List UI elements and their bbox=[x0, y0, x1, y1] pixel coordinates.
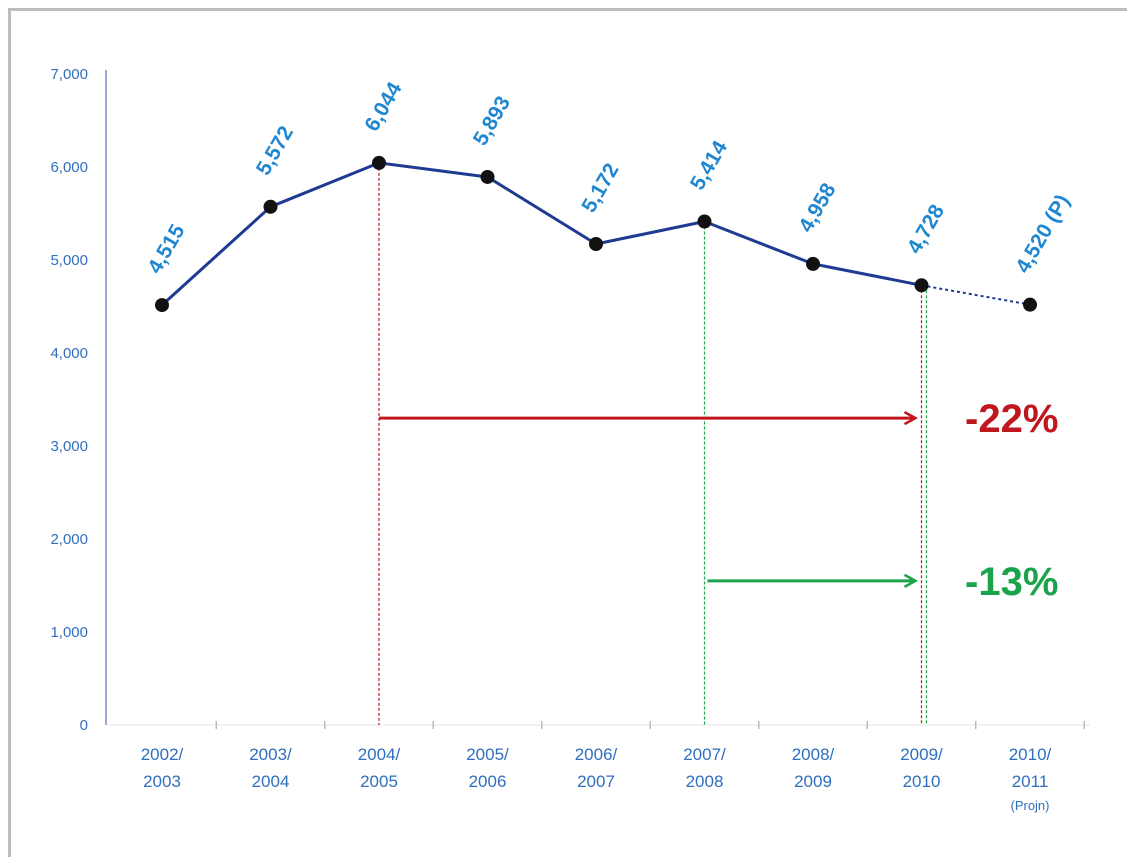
data-label: 4,958 bbox=[794, 179, 840, 236]
axes: 0 1,000 2,000 3,000 4,000 5,000 6,000 7,000 2002… bbox=[50, 66, 1090, 813]
y-tick-label: 3,000 bbox=[50, 438, 88, 455]
x-tick-label: 2007 bbox=[577, 772, 615, 791]
x-tick-label: 2004/ bbox=[358, 745, 401, 764]
data-point bbox=[372, 155, 386, 170]
data-point bbox=[697, 214, 712, 229]
x-tick-label: 2010 bbox=[903, 772, 941, 791]
data-label: 5,572 bbox=[252, 122, 298, 179]
y-tick-label: 1,000 bbox=[50, 624, 88, 641]
x-tick-label: 2002/ bbox=[141, 745, 184, 764]
series-line-projected bbox=[921, 284, 1031, 306]
data-label: 5,414 bbox=[686, 137, 732, 194]
x-tick-label: 2008 bbox=[686, 772, 724, 791]
data-labels: 4,515 5,572 6,044 5,893 5,172 5,414 4,958 4,728… bbox=[143, 78, 1074, 277]
data-point bbox=[589, 237, 603, 252]
chart-frame bbox=[8, 8, 1127, 857]
data-label: 4,520 (P) bbox=[1011, 191, 1074, 277]
data-point bbox=[480, 169, 495, 184]
data-label: 5,893 bbox=[469, 92, 515, 149]
x-tick-label: 2005 bbox=[360, 772, 398, 791]
data-point bbox=[914, 278, 929, 293]
x-tick-label: 2011 bbox=[1012, 772, 1049, 791]
x-tick-label: 2005/ bbox=[466, 745, 509, 764]
x-tick-label: 2010/ bbox=[1009, 745, 1052, 764]
x-tick-label: (Projn) bbox=[1010, 798, 1049, 813]
series-line-actual bbox=[160, 161, 922, 307]
x-tick-label: 2007/ bbox=[683, 745, 726, 764]
annotation-label: -13% bbox=[965, 560, 1058, 604]
y-tick-label: 4,000 bbox=[50, 345, 88, 362]
x-tick-label: 2003 bbox=[143, 772, 181, 791]
data-point bbox=[806, 256, 820, 271]
x-tick-label: 2003/ bbox=[249, 745, 292, 764]
series-line bbox=[155, 155, 1037, 313]
x-tick-label: 2006 bbox=[469, 772, 507, 791]
annotations: -22% -13% bbox=[379, 397, 1058, 604]
data-point bbox=[263, 199, 278, 214]
data-point bbox=[155, 298, 169, 313]
x-tick-label: 2009/ bbox=[900, 745, 943, 764]
x-tick-label: 2009 bbox=[794, 772, 832, 791]
x-tick-label: 2004 bbox=[252, 772, 290, 791]
x-tick-label: 2006/ bbox=[575, 745, 618, 764]
y-tick-label: 0 bbox=[80, 717, 88, 734]
guide-lines bbox=[378, 162, 928, 725]
data-label: 4,728 bbox=[903, 201, 949, 258]
y-tick-label: 2,000 bbox=[50, 531, 88, 548]
y-tick-label: 7,000 bbox=[50, 66, 88, 83]
y-tick-label: 6,000 bbox=[50, 159, 88, 176]
data-label: 5,172 bbox=[577, 159, 623, 216]
data-label: 4,515 bbox=[143, 220, 189, 277]
y-tick-label: 5,000 bbox=[50, 252, 88, 269]
data-label: 6,044 bbox=[360, 78, 406, 135]
x-tick-label: 2008/ bbox=[792, 745, 835, 764]
annotation-label: -22% bbox=[965, 397, 1058, 441]
data-point bbox=[1023, 297, 1037, 312]
